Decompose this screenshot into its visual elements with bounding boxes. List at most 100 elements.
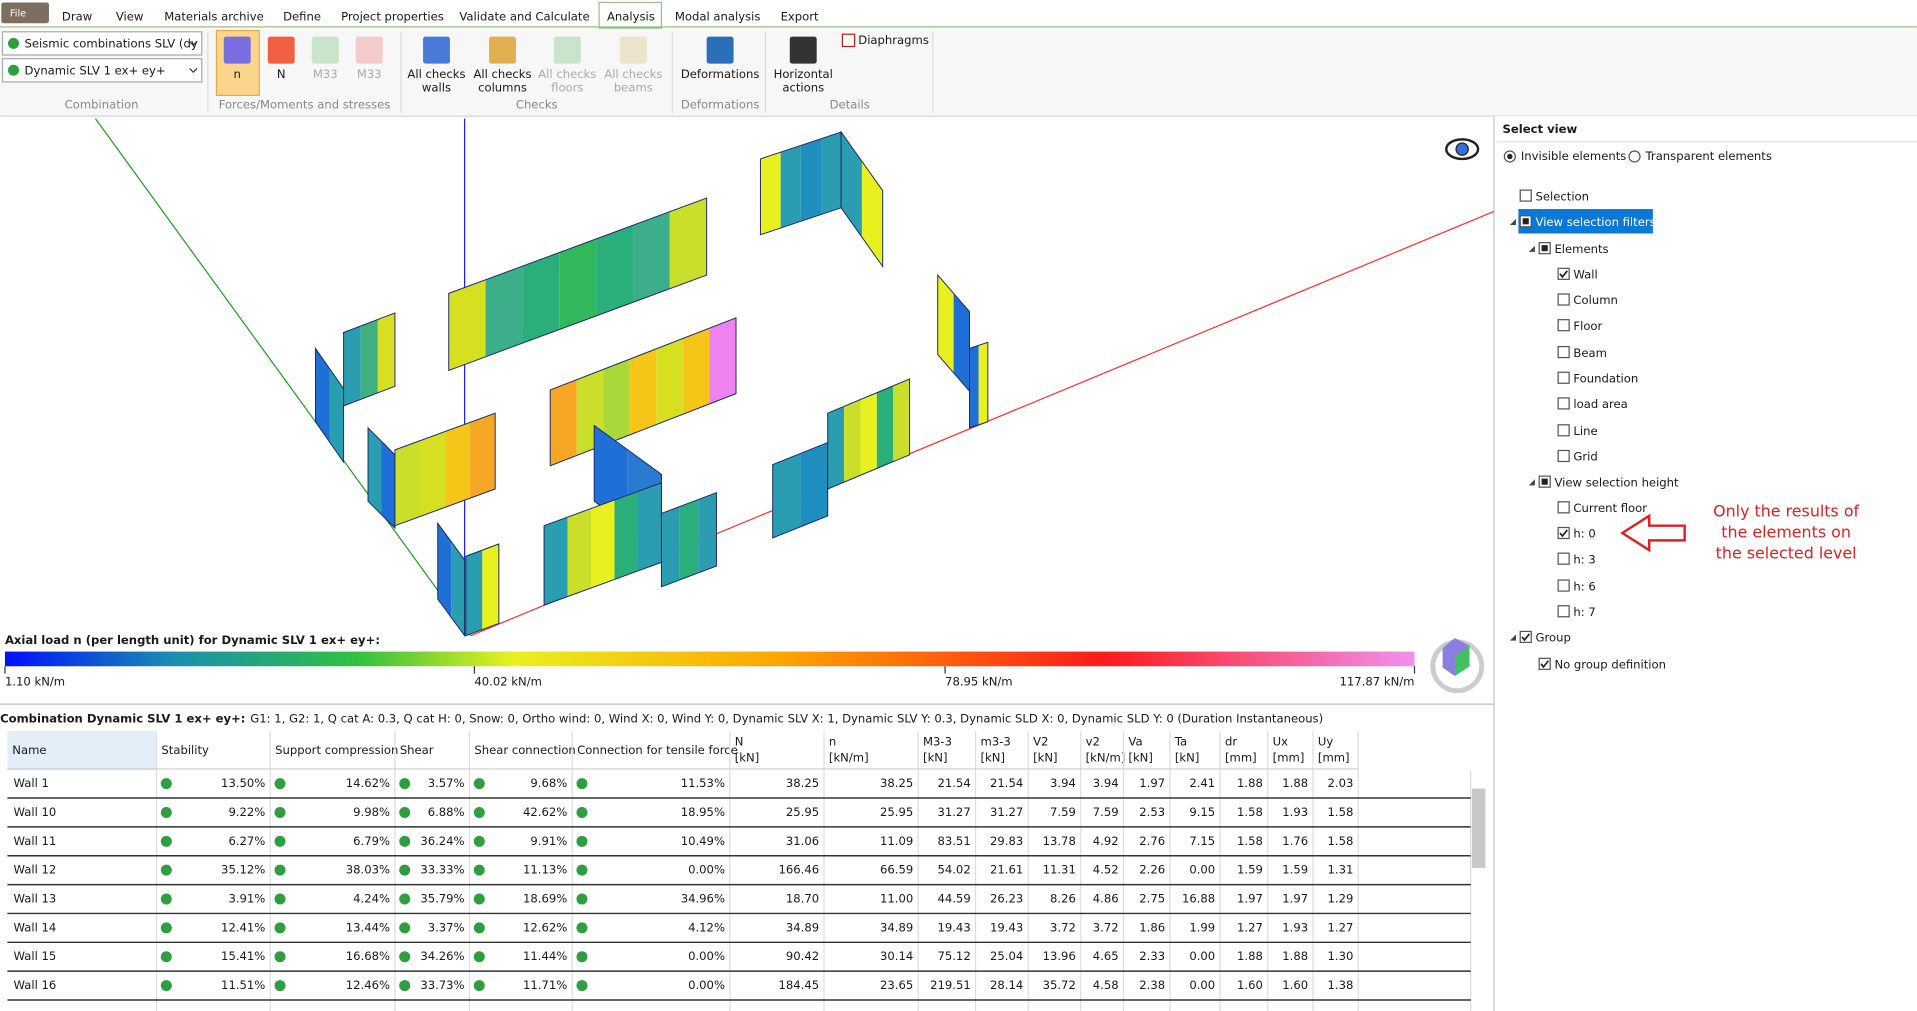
menu-tab[interactable]: Validate and Calculate — [459, 10, 589, 24]
cell-value: 13.50% — [221, 776, 265, 790]
cell-name[interactable]: Wall 1 — [14, 776, 49, 790]
wall-stripe — [709, 318, 736, 404]
cell-value: 66.59 — [880, 863, 913, 877]
cell-value: 1.88 — [1237, 776, 1263, 790]
checkbox[interactable] — [1558, 606, 1569, 617]
cell-name[interactable]: Wall 11 — [14, 834, 57, 848]
column-header[interactable]: Va — [1128, 735, 1142, 749]
scrollbar-thumb[interactable] — [1472, 789, 1485, 868]
cell-value: 6.27% — [228, 834, 265, 848]
column-header[interactable]: Name — [12, 743, 46, 757]
cell-name[interactable]: Wall 16 — [14, 978, 57, 992]
button-label: columns — [478, 81, 527, 95]
column-header[interactable]: Uy — [1318, 735, 1333, 749]
column-header[interactable]: [kN/m] — [829, 750, 869, 764]
scale-label: 78.95 kN/m — [945, 675, 1013, 689]
checkbox[interactable] — [1558, 580, 1569, 591]
cell-name[interactable]: Wall 13 — [14, 892, 57, 906]
cell-value: 4.65 — [1093, 949, 1119, 963]
column-header[interactable]: [kN] — [735, 750, 759, 764]
button-label[interactable]: Diaphragms — [858, 33, 929, 47]
view-eye[interactable] — [1446, 139, 1478, 159]
checkbox[interactable] — [1558, 553, 1569, 564]
tree-label: View selection height — [1554, 475, 1679, 489]
button-icon[interactable] — [268, 37, 295, 64]
button-icon[interactable] — [224, 37, 251, 64]
column-header[interactable]: [mm] — [1225, 750, 1257, 764]
column-header[interactable]: Connection for tensile force — [577, 743, 738, 757]
menu-tab[interactable]: Draw — [62, 10, 92, 24]
button-icon[interactable] — [489, 37, 516, 64]
column-header[interactable]: [kN] — [1128, 750, 1152, 764]
cell-value: 3.57% — [428, 776, 465, 790]
cell-value: 12.62% — [523, 920, 567, 934]
cell-value: 21.54 — [990, 776, 1023, 790]
button-label: beams — [614, 81, 653, 95]
button-icon[interactable] — [790, 37, 817, 64]
column-header[interactable]: N — [735, 735, 744, 749]
checkbox[interactable] — [1558, 425, 1569, 436]
cell-name[interactable]: Wall 14 — [14, 920, 57, 934]
checkbox[interactable] — [1520, 190, 1531, 201]
column-header[interactable]: M3-3 — [923, 735, 952, 749]
cell-value: 0.00 — [1189, 949, 1215, 963]
cell-name[interactable]: Wall 15 — [14, 949, 57, 963]
menu-tab[interactable]: Project properties — [341, 10, 444, 24]
column-header[interactable]: [mm] — [1318, 750, 1350, 764]
button-icon[interactable] — [620, 37, 647, 64]
wall — [970, 342, 988, 428]
cell-value: 18.69% — [523, 892, 567, 906]
button-icon[interactable] — [312, 37, 339, 64]
checkbox[interactable] — [1558, 294, 1569, 305]
cell-value: 54.02 — [937, 863, 970, 877]
column-header[interactable]: [kN] — [1033, 750, 1057, 764]
radio[interactable] — [1629, 151, 1640, 162]
column-header[interactable]: m3-3 — [981, 735, 1011, 749]
cell-value: 1.88 — [1237, 949, 1263, 963]
checkbox[interactable] — [1558, 398, 1569, 409]
button-icon[interactable] — [707, 37, 734, 64]
column-header[interactable]: Stability — [161, 743, 209, 757]
button-icon[interactable] — [423, 37, 450, 64]
column-header[interactable]: Shear — [400, 743, 434, 757]
checkbox[interactable] — [1520, 631, 1531, 642]
checkbox[interactable] — [1558, 528, 1569, 539]
checkbox[interactable] — [1558, 450, 1569, 461]
cell-value: 25.95 — [786, 805, 819, 819]
cell-value: 11.09 — [880, 834, 913, 848]
cell-value: 13.96 — [1043, 949, 1076, 963]
menu-tab[interactable]: Modal analysis — [675, 10, 761, 24]
column-header[interactable]: [mm] — [1273, 750, 1305, 764]
column-header[interactable]: [kN] — [923, 750, 947, 764]
button-icon[interactable] — [554, 37, 581, 64]
column-header[interactable]: [kN] — [1175, 750, 1199, 764]
column-header[interactable]: dr — [1225, 735, 1237, 749]
cell-name[interactable]: Wall 10 — [14, 805, 57, 819]
menu-tab[interactable]: View — [116, 10, 144, 24]
check-icon — [275, 894, 286, 905]
menu-tab[interactable]: Define — [283, 10, 321, 24]
checkbox[interactable] — [1558, 268, 1569, 279]
checkbox[interactable] — [1558, 320, 1569, 331]
checkbox[interactable] — [1558, 347, 1569, 358]
cell-value: 0.00% — [688, 949, 725, 963]
column-header[interactable]: V2 — [1033, 735, 1048, 749]
column-header[interactable]: Support compression — [275, 743, 398, 757]
column-header[interactable]: v2 — [1086, 735, 1100, 749]
cell-name[interactable]: Wall 12 — [14, 863, 57, 877]
column-header[interactable]: Ta — [1174, 735, 1187, 749]
status-icon — [8, 38, 19, 49]
column-header[interactable]: Shear connection — [474, 743, 575, 757]
cell-value: 11.31 — [1043, 863, 1076, 877]
checkbox[interactable] — [1539, 658, 1550, 669]
column-header[interactable]: n — [829, 735, 836, 749]
button-icon[interactable] — [356, 37, 383, 64]
menu-tab[interactable]: Materials archive — [164, 10, 264, 24]
column-header[interactable]: Ux — [1273, 735, 1288, 749]
menu-tab[interactable]: Analysis — [607, 10, 655, 24]
checkbox[interactable] — [1558, 502, 1569, 513]
column-header[interactable]: [kN/m] — [1086, 750, 1126, 764]
column-header[interactable]: [kN] — [981, 750, 1005, 764]
menu-tab[interactable]: Export — [781, 10, 819, 24]
checkbox[interactable] — [1558, 372, 1569, 383]
